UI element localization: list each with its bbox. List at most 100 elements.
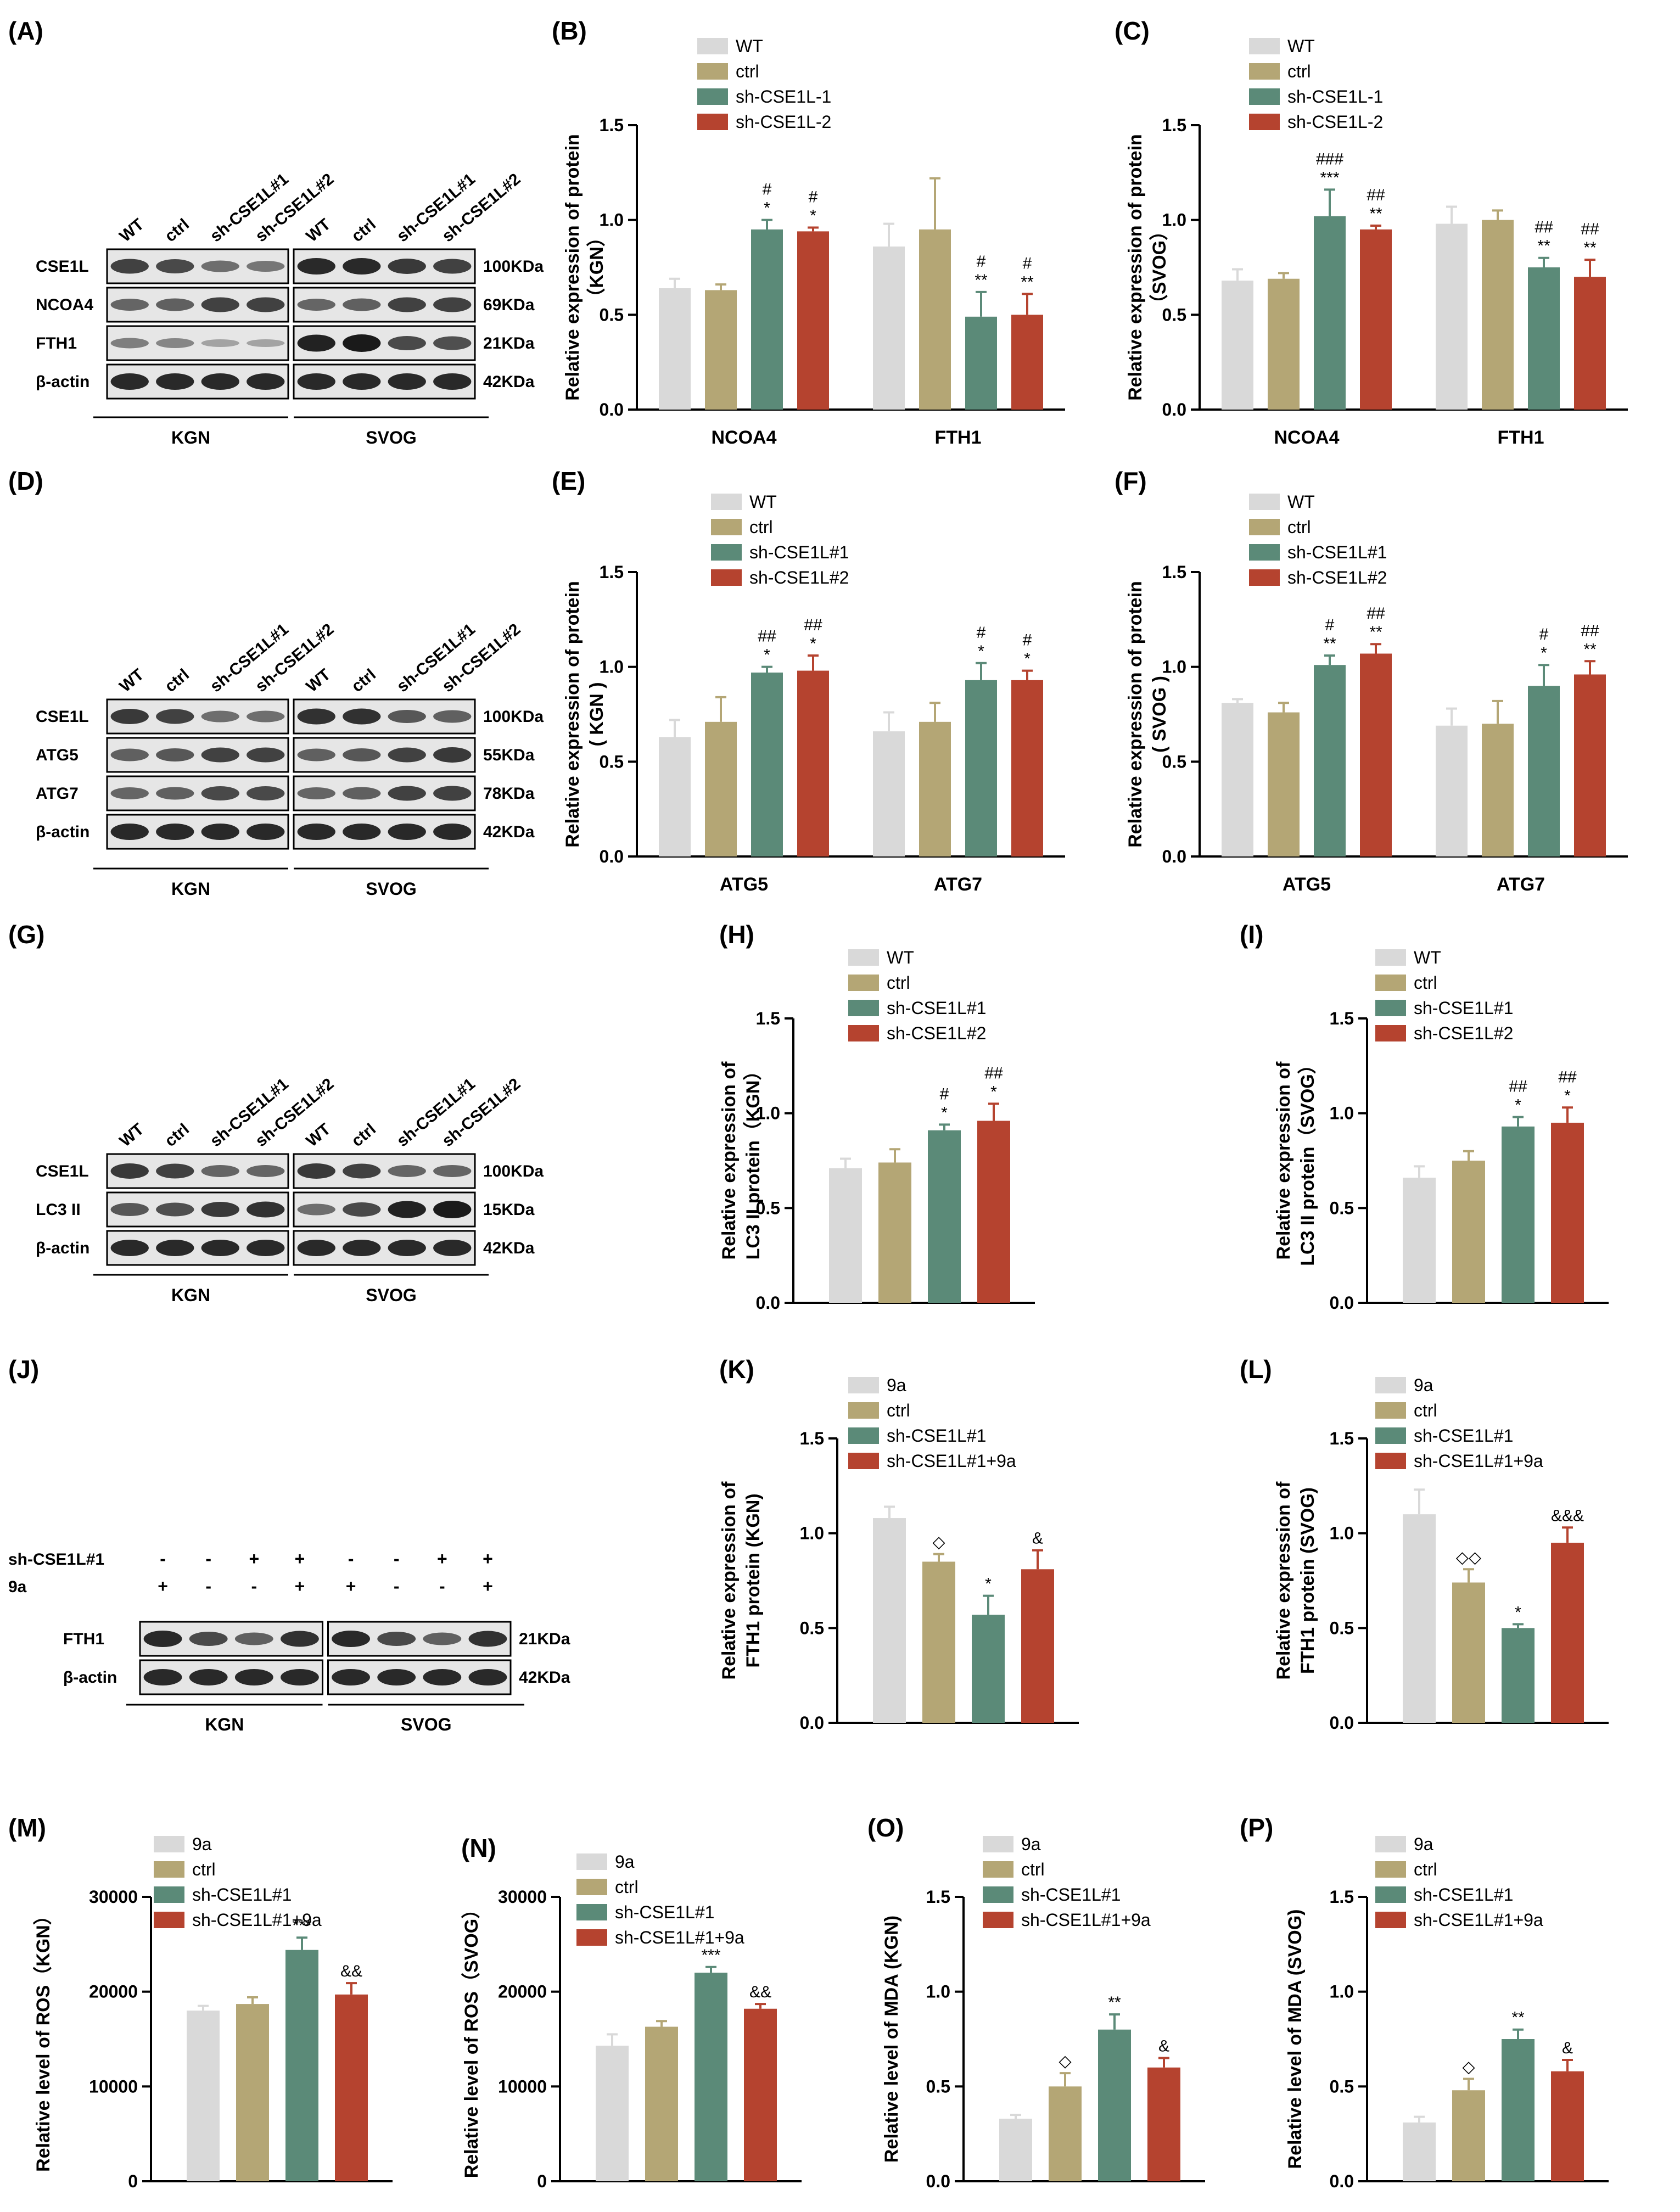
y-axis-label-line: Relative level of MDA (KGN) xyxy=(881,1916,902,2163)
y-axis-label: Relative level of ROS（KGN） xyxy=(32,1906,54,2172)
band-size-label: 42KDa xyxy=(483,373,535,391)
treatment-sign: - xyxy=(205,1549,211,1569)
legend-entry: sh-CSE1L#2 xyxy=(749,568,849,587)
legend-entry: ctrl xyxy=(1414,1860,1437,1879)
protein-band xyxy=(332,1631,370,1647)
legend-entry: WT xyxy=(736,36,763,56)
y-tick-label: 0.5 xyxy=(1162,752,1186,771)
y-axis-label-line: Relative level of ROS（SVOG） xyxy=(461,1900,482,2178)
protein-band xyxy=(234,1632,273,1645)
chart-panel-f: (F) WT ctrl sh-CSE1L#1 sh-CSE1L#2 0.0 0.5 1.0 1.… xyxy=(1115,467,1628,895)
y-axis-label-line: Relative expression of xyxy=(1273,1061,1294,1260)
significance-mark: ## xyxy=(1535,219,1553,237)
significance-mark: # xyxy=(977,253,986,271)
protein-band xyxy=(110,259,149,274)
y-tick-label: 1.0 xyxy=(800,1524,824,1543)
legend-swatch xyxy=(1375,1912,1406,1928)
x-tick-label: ATG7 xyxy=(934,874,982,895)
protein-band xyxy=(297,748,335,761)
legend-entry: ctrl xyxy=(1287,61,1311,81)
lane-label: WT xyxy=(303,215,334,245)
protein-band xyxy=(388,297,426,312)
protein-band xyxy=(247,1201,285,1218)
protein-band xyxy=(247,297,285,312)
protein-band xyxy=(156,259,194,273)
bar xyxy=(1528,686,1560,856)
y-tick-label: 1.5 xyxy=(1162,562,1186,582)
chart-panel-e: (E) WT ctrl sh-CSE1L#1 sh-CSE1L#2 0.0 0.5 1.0 1.… xyxy=(552,467,1065,895)
legend-swatch xyxy=(711,544,742,561)
protein-band xyxy=(433,259,472,274)
treatment-sign: + xyxy=(346,1576,356,1596)
treatment-sign: + xyxy=(158,1576,168,1596)
bar xyxy=(797,231,829,410)
treatment-sign: - xyxy=(439,1576,445,1596)
x-tick-label: ATG5 xyxy=(1283,874,1331,895)
bar xyxy=(659,737,691,856)
legend-swatch xyxy=(1249,519,1280,535)
significance-mark: *** xyxy=(1320,169,1339,187)
protein-band xyxy=(297,373,335,390)
bar xyxy=(1360,229,1392,410)
treatment-sign: + xyxy=(295,1576,305,1596)
legend-swatch xyxy=(848,1025,879,1041)
significance-mark: *** xyxy=(701,1946,720,1964)
significance-mark: ◇◇ xyxy=(1456,1548,1481,1566)
protein-band xyxy=(343,334,381,352)
protein-band xyxy=(388,336,426,350)
treatment-sign: + xyxy=(295,1549,305,1569)
chart-panel-m: (M) 9a ctrl sh-CSE1L#1 sh-CSE1L#1+9a 0 10000 20… xyxy=(8,1813,393,2191)
cell-line-label: SVOG xyxy=(366,1285,416,1305)
protein-band xyxy=(110,709,149,724)
legend-swatch xyxy=(697,63,728,80)
panel-label: (C) xyxy=(1115,16,1150,45)
legend-entry: 9a xyxy=(887,1375,906,1395)
bar xyxy=(922,1561,955,1723)
cell-line-label: KGN xyxy=(171,879,210,899)
y-tick-label: 1.0 xyxy=(600,210,624,230)
bar xyxy=(659,288,691,410)
legend-swatch xyxy=(711,569,742,586)
band-size-label: 42KDa xyxy=(483,1239,535,1257)
bar xyxy=(1502,1126,1535,1303)
y-tick-label: 1.5 xyxy=(1162,115,1186,135)
y-tick-label: 1.5 xyxy=(756,1009,780,1028)
legend-entry: sh-CSE1L#1 xyxy=(887,1426,986,1446)
legend-entry: sh-CSE1L#1 xyxy=(615,1902,714,1922)
bar xyxy=(705,290,737,410)
y-tick-label: 30000 xyxy=(89,1887,138,1907)
legend-swatch xyxy=(848,1453,879,1469)
band-size-label: 15KDa xyxy=(483,1201,535,1219)
legend-entry: 9a xyxy=(192,1834,212,1854)
protein-label: ATG5 xyxy=(36,746,79,764)
legend-entry: sh-CSE1L#1 xyxy=(1021,1885,1121,1905)
bar xyxy=(977,1121,1010,1303)
cell-line-label: KGN xyxy=(205,1715,244,1734)
y-tick-label: 0.5 xyxy=(1330,1198,1354,1218)
bar xyxy=(1268,712,1300,856)
y-tick-label: 0.5 xyxy=(600,752,624,771)
y-axis-label-line: Relative level of ROS（KGN） xyxy=(32,1906,54,2172)
treatment-sign: + xyxy=(437,1549,447,1569)
significance-mark: # xyxy=(1023,254,1032,272)
legend-swatch xyxy=(848,975,879,991)
bar xyxy=(695,1973,727,2181)
y-tick-label: 0.0 xyxy=(756,1293,780,1313)
panel-label: (E) xyxy=(552,467,585,495)
significance-mark: # xyxy=(809,188,818,206)
y-axis-label: Relative expression of protein （SVOG） xyxy=(1125,134,1170,401)
chart-panel-h: (H) WT ctrl sh-CSE1L#1 sh-CSE1L#2 0.0 0.5 1.0 1.… xyxy=(719,920,1035,1313)
protein-band xyxy=(388,786,426,801)
legend-entry: WT xyxy=(1414,948,1441,967)
protein-band xyxy=(388,1165,426,1177)
bar xyxy=(1574,674,1606,856)
protein-band xyxy=(247,339,285,347)
protein-label: LC3 II xyxy=(36,1201,81,1219)
lane-label: sh-CSE1L#2 xyxy=(439,1075,524,1151)
protein-label: NCOA4 xyxy=(36,296,93,314)
bar xyxy=(797,670,829,856)
y-tick-label: 20000 xyxy=(498,1982,547,2002)
band-size-label: 21KDa xyxy=(519,1630,570,1648)
protein-band xyxy=(297,334,335,352)
protein-band xyxy=(247,824,285,840)
